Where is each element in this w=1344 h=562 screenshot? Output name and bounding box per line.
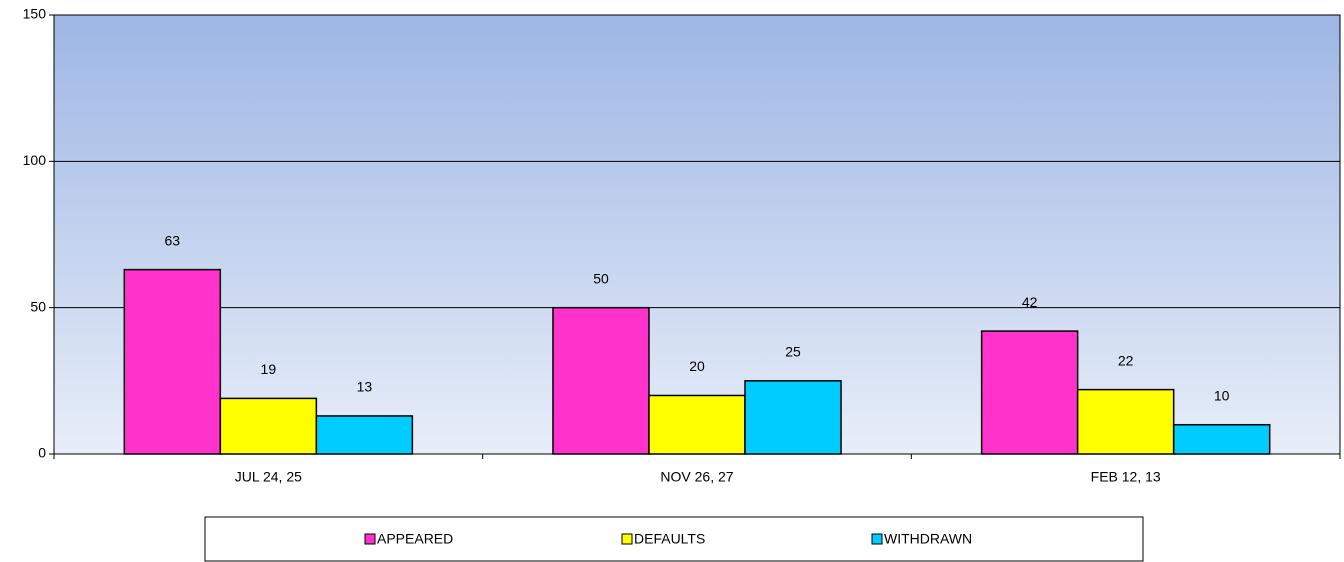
bar	[1076, 388, 1175, 455]
bar	[980, 330, 1079, 455]
bar	[123, 268, 222, 455]
plot-area	[53, 14, 1341, 455]
bar	[744, 380, 842, 455]
y-tick-label: 0	[38, 445, 46, 461]
value-label: 22	[1118, 352, 1134, 368]
y-tick-label: 100	[23, 152, 47, 168]
y-tick-label: 150	[23, 6, 47, 22]
legend-swatch	[364, 533, 376, 545]
value-label: 42	[1022, 294, 1038, 310]
legend-label: APPEARED	[377, 531, 453, 547]
bar	[219, 397, 318, 455]
value-label: 63	[165, 232, 181, 248]
x-tick-label: NOV 26, 27	[660, 469, 733, 485]
y-tick-label: 50	[30, 298, 46, 314]
legend-swatch	[871, 533, 883, 545]
x-tick-label: JUL 24, 25	[235, 469, 302, 485]
value-label: 10	[1214, 387, 1230, 403]
bar	[648, 394, 746, 455]
value-label: 20	[689, 358, 705, 374]
bar	[1172, 423, 1271, 455]
legend-label: WITHDRAWN	[884, 531, 972, 547]
value-label: 25	[785, 344, 801, 360]
value-label: 19	[261, 361, 277, 377]
x-tick-label: FEB 12, 13	[1091, 469, 1161, 485]
value-label: 50	[593, 270, 609, 286]
bar	[552, 306, 650, 455]
value-label: 13	[357, 379, 373, 395]
bar	[315, 415, 414, 455]
legend-box	[204, 516, 1144, 562]
legend-label: DEFAULTS	[634, 531, 705, 547]
legend-swatch	[621, 533, 633, 545]
